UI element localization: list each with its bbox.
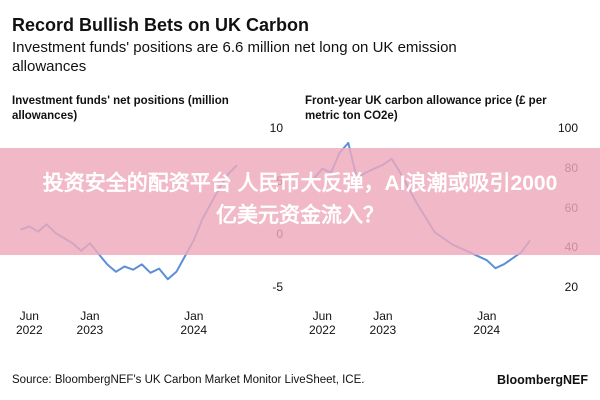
x-tick-label: Jan 2024 bbox=[180, 309, 208, 337]
title: Record Bullish Bets on UK Carbon bbox=[12, 15, 310, 35]
banner-text: 投资安全的配资平台 人民币大反弹，AI浪潮或吸引2000亿美元资金流入？ bbox=[42, 172, 558, 227]
subtitle: Investment funds' positions are 6.6 mill… bbox=[12, 39, 457, 75]
banner bbox=[0, 148, 600, 255]
y-tick-label: 100 bbox=[557, 120, 578, 135]
y-tick-label: -5 bbox=[272, 279, 283, 294]
chart-title: Front-year UK carbon allowance price (£ … bbox=[305, 95, 547, 122]
brand: BloombergNEF bbox=[497, 373, 588, 387]
x-tick-label: Jun 2022 bbox=[308, 309, 336, 337]
y-tick-label: 10 bbox=[269, 121, 283, 136]
x-tick-label: Jan 2024 bbox=[473, 309, 501, 337]
x-tick-label: Jan 2023 bbox=[369, 309, 397, 337]
x-tick-label: Jun 2022 bbox=[15, 309, 43, 337]
y-tick-label: 20 bbox=[564, 280, 578, 295]
chart-title: Investment funds' net positions (million… bbox=[12, 95, 229, 122]
x-tick-label: Jan 2023 bbox=[76, 309, 104, 337]
source: Source: BloombergNEF's UK Carbon Market … bbox=[12, 374, 365, 386]
